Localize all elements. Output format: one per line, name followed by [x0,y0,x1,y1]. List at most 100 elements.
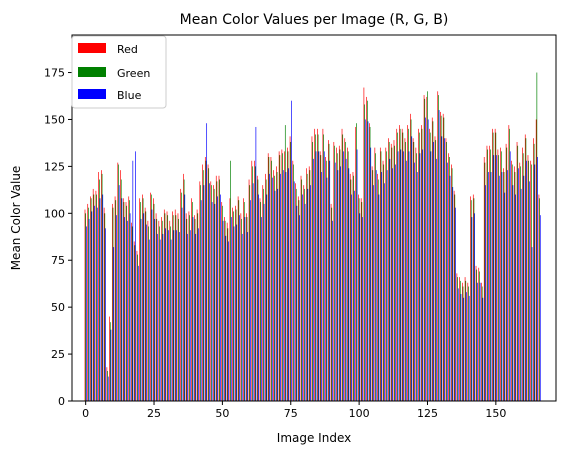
bar-blue-161 [526,160,527,401]
bar-blue-86 [321,172,322,401]
bar-red-45 [207,164,209,401]
bar-red-13 [120,170,121,401]
bar-green-95 [345,141,346,402]
bar-blue-141 [471,217,473,401]
bar-blue-109 [384,183,385,401]
bar-green-50 [222,205,223,401]
bar-blue-35 [181,207,183,401]
bar-red-34 [177,213,179,401]
bar-red-132 [445,138,447,402]
bar-blue-136 [457,288,459,401]
bar-red-152 [500,147,501,401]
bar-red-74 [287,147,288,401]
bar-red-117 [404,138,406,402]
bar-blue-28 [162,233,164,401]
bar-red-115 [399,125,400,401]
bar-red-154 [505,143,507,402]
bar-blue-2 [91,211,93,401]
bar-green-139 [465,280,467,401]
bar-red-8 [106,367,108,401]
bar-green-161 [525,138,527,402]
bar-blue-88 [326,177,328,401]
bar-blue-19 [137,265,139,401]
bar-green-138 [462,286,464,401]
bar-blue-111 [389,158,391,401]
bar-blue-106 [375,170,377,401]
bar-blue-65 [263,203,265,401]
bar-red-40 [194,215,195,401]
bar-red-121 [415,147,417,401]
bar-red-83 [311,136,313,401]
bar-red-35 [180,188,182,401]
bar-red-22 [144,207,146,401]
bar-red-56 [237,196,239,401]
bar-red-84 [314,128,316,401]
bar-green-74 [287,151,289,401]
bar-red-138 [462,282,463,401]
bar-blue-47 [214,203,216,401]
bar-red-142 [472,194,474,401]
bar-green-72 [282,153,283,401]
bar-red-135 [453,190,455,401]
bar-red-67 [267,153,269,401]
bar-red-3 [92,188,94,401]
bar-red-143 [475,265,477,401]
bar-blue-142 [474,213,475,401]
bar-red-161 [524,134,526,402]
bar-blue-9 [110,329,112,401]
bar-red-29 [163,209,165,401]
bar-red-110 [385,147,387,401]
bar-blue-118 [408,151,410,401]
bar-blue-0 [86,226,87,401]
bar-blue-55 [236,224,238,401]
bar-red-52 [226,222,228,401]
bar-blue-159 [520,188,522,401]
bar-green-67 [268,157,270,401]
bar-green-8 [107,370,108,401]
bar-green-117 [405,141,406,402]
bar-red-39 [191,198,192,401]
x-tick-label: 125 [417,407,438,420]
bar-green-97 [350,179,352,401]
bar-blue-121 [416,172,418,401]
bar-red-14 [122,198,124,401]
bar-red-15 [125,202,127,401]
bar-red-88 [325,157,326,401]
bar-red-99 [355,126,357,401]
bar-green-129 [438,95,439,401]
bar-red-113 [393,140,395,402]
bar-blue-154 [507,170,508,401]
bar-red-141 [470,196,471,401]
bar-red-77 [295,183,296,401]
bar-blue-4 [96,207,98,401]
bar-blue-69 [274,190,276,401]
bar-red-106 [374,147,376,401]
bar-blue-101 [362,217,363,401]
bar-blue-116 [403,151,404,401]
bar-green-27 [159,226,160,401]
bar-red-160 [522,147,523,401]
bar-blue-17 [132,160,134,401]
bar-red-82 [308,166,310,401]
bar-red-55 [235,205,236,401]
bar-red-131 [442,113,444,401]
x-tick-label: 150 [485,407,506,420]
bar-blue-6 [102,194,104,401]
bar-green-32 [172,215,174,401]
bar-red-75 [289,136,291,401]
bar-blue-83 [312,158,314,401]
bar-green-164 [533,143,535,402]
bar-red-92 [336,147,337,401]
bar-green-154 [506,147,508,401]
bar-green-45 [208,168,210,401]
bar-green-23 [148,226,149,401]
bar-blue-138 [463,297,465,401]
bar-green-84 [315,134,316,402]
bar-green-65 [263,188,264,401]
bar-red-159 [519,162,521,401]
bar-blue-114 [397,151,399,401]
bar-blue-139 [466,292,467,401]
bar-green-94 [342,134,344,402]
bar-green-20 [140,202,141,401]
bar-red-101 [360,198,362,401]
